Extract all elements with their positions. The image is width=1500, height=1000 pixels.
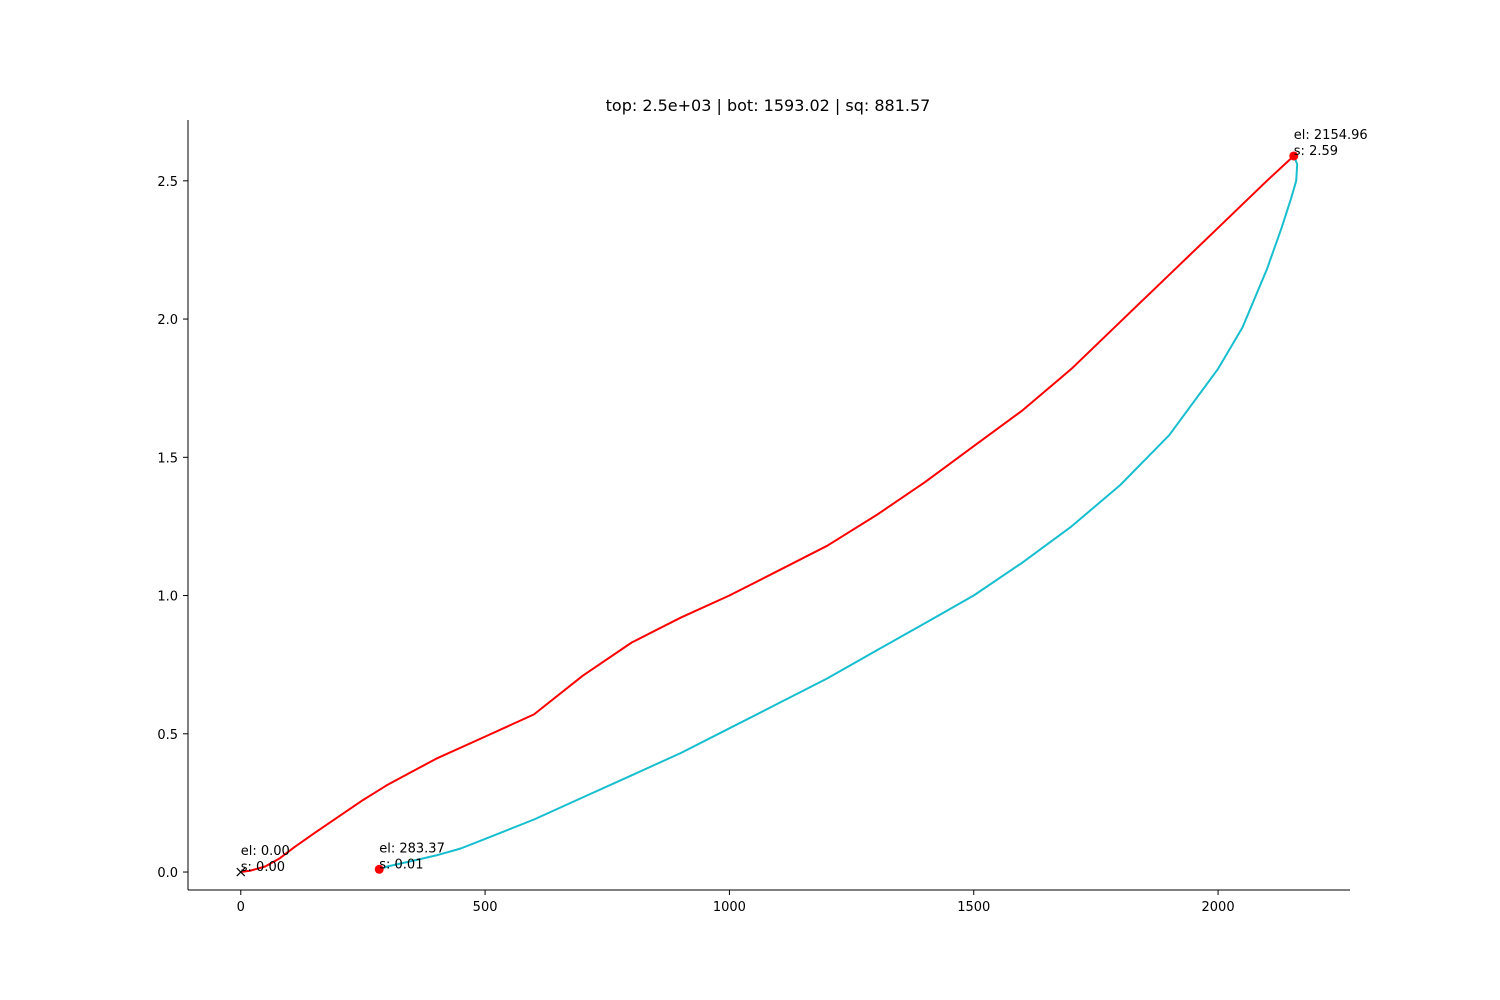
x-tick-label: 2000 [1202, 900, 1235, 915]
plot-area: 0 500 1000 1500 2000 0.0 0.5 1.0 1.5 2.0 2.5 el: … [157, 120, 1368, 915]
y-tick-label: 1.5 [157, 451, 178, 466]
x-axis-ticks: 0 500 1000 1500 2000 [237, 890, 1235, 915]
y-tick-label: 2.5 [157, 175, 178, 190]
annotation-label: s: 0.00 [241, 860, 285, 875]
x-tick-label: 0 [237, 900, 245, 915]
y-tick-label: 0.0 [157, 866, 178, 881]
marker-stroke [236, 867, 246, 877]
point-marker [1289, 151, 1299, 161]
annotation-layer: el: 0.00s: 0.00 el: 283.37s: 0.01 el: 2154… [241, 128, 1368, 875]
annotation-label: el: 0.00 [241, 844, 290, 859]
marker-layer [236, 151, 1299, 877]
x-tick-label: 1000 [713, 900, 746, 915]
y-axis-ticks: 0.0 0.5 1.0 1.5 2.0 2.5 [157, 175, 188, 881]
annotation-label: el: 2154.96 [1294, 128, 1368, 143]
chart-title: top: 2.5e+03 | bot: 1593.02 | sq: 881.57 [606, 96, 931, 115]
y-tick-label: 1.0 [157, 590, 178, 605]
point-marker [374, 864, 384, 874]
annotation-label: s: 0.01 [379, 857, 423, 872]
x-tick-label: 500 [473, 900, 498, 915]
x-tick-label: 1500 [957, 900, 990, 915]
y-tick-label: 2.0 [157, 313, 178, 328]
series-layer [240, 155, 1299, 873]
series-line-1 [240, 155, 1295, 873]
annotation-label: s: 2.59 [1294, 144, 1338, 159]
series-line-2 [378, 155, 1299, 871]
start-marker-x [236, 867, 246, 877]
y-tick-label: 0.5 [157, 728, 178, 743]
annotation-label: el: 283.37 [379, 841, 445, 856]
